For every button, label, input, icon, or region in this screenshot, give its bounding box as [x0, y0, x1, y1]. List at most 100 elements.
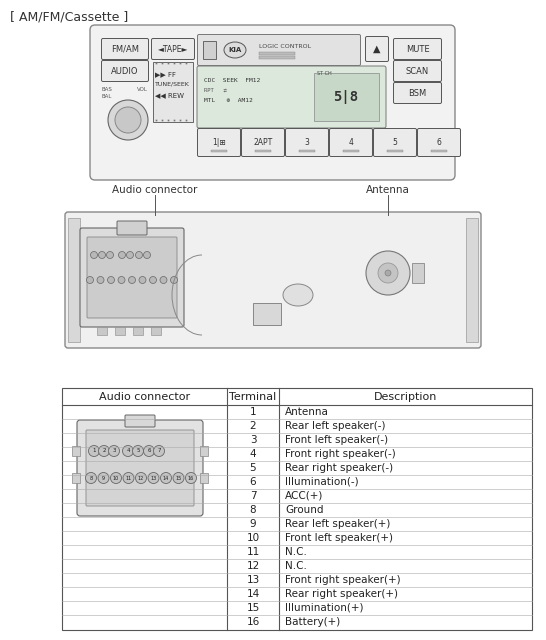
Text: [ AM/FM/Cassette ]: [ AM/FM/Cassette ] — [10, 10, 128, 23]
Text: FM/AM: FM/AM — [111, 45, 139, 54]
Text: 14: 14 — [163, 476, 169, 481]
Text: 11: 11 — [126, 476, 132, 481]
Text: 5|8: 5|8 — [334, 90, 359, 104]
FancyBboxPatch shape — [418, 129, 460, 157]
FancyBboxPatch shape — [125, 415, 155, 427]
Text: Rear right speaker(+): Rear right speaker(+) — [285, 589, 398, 599]
Text: MTL   ⊚  AM12: MTL ⊚ AM12 — [204, 98, 253, 103]
Bar — [259, 56, 295, 58]
Bar — [253, 303, 281, 325]
Circle shape — [144, 252, 151, 259]
FancyBboxPatch shape — [329, 129, 372, 157]
Text: Audio connector: Audio connector — [112, 185, 198, 195]
Text: BAL: BAL — [101, 94, 111, 99]
Text: 11: 11 — [246, 547, 260, 557]
Text: 4: 4 — [250, 449, 256, 459]
Text: 10: 10 — [113, 476, 119, 481]
Text: Antenna: Antenna — [285, 407, 329, 417]
Text: Rear left speaker(+): Rear left speaker(+) — [285, 519, 390, 529]
FancyBboxPatch shape — [365, 36, 389, 61]
Text: Ground: Ground — [285, 505, 323, 515]
Text: 16: 16 — [246, 617, 260, 627]
Bar — [62, 388, 532, 630]
Circle shape — [144, 445, 155, 456]
FancyBboxPatch shape — [198, 35, 360, 65]
Ellipse shape — [283, 284, 313, 306]
Text: 8: 8 — [250, 505, 256, 515]
Bar — [115, 327, 125, 335]
Text: ▶▶ FF: ▶▶ FF — [155, 71, 176, 77]
Text: ST CH: ST CH — [317, 71, 332, 76]
Bar — [203, 41, 216, 59]
Circle shape — [98, 472, 109, 483]
Circle shape — [88, 445, 99, 456]
FancyBboxPatch shape — [90, 25, 455, 180]
Text: Illumination(+): Illumination(+) — [285, 603, 364, 613]
Text: 6: 6 — [437, 138, 441, 147]
Circle shape — [118, 252, 126, 259]
Circle shape — [97, 276, 104, 284]
Text: 6: 6 — [147, 449, 151, 454]
FancyBboxPatch shape — [86, 430, 194, 506]
Text: LOGIC CONTROL: LOGIC CONTROL — [259, 44, 311, 49]
Text: 12: 12 — [138, 476, 144, 481]
Circle shape — [161, 472, 171, 483]
Bar — [72, 446, 80, 456]
Circle shape — [148, 472, 159, 483]
Bar — [211, 150, 227, 152]
Bar — [466, 218, 478, 342]
Text: BAS: BAS — [101, 87, 112, 92]
FancyBboxPatch shape — [80, 228, 184, 327]
Text: ▲: ▲ — [373, 44, 381, 54]
Text: Terminal: Terminal — [229, 392, 277, 401]
Circle shape — [128, 276, 135, 284]
Text: Audio connector: Audio connector — [99, 392, 190, 401]
Circle shape — [135, 252, 143, 259]
Text: SCAN: SCAN — [406, 67, 429, 76]
Text: 2: 2 — [250, 421, 256, 431]
Text: N.C.: N.C. — [285, 547, 307, 557]
Circle shape — [110, 472, 122, 483]
Text: KIA: KIA — [228, 47, 242, 53]
Circle shape — [150, 276, 157, 284]
FancyBboxPatch shape — [77, 420, 203, 516]
FancyBboxPatch shape — [151, 38, 194, 60]
FancyBboxPatch shape — [102, 38, 149, 60]
Circle shape — [122, 445, 134, 456]
Text: Front left speaker(+): Front left speaker(+) — [285, 533, 393, 543]
Circle shape — [135, 472, 146, 483]
Text: 12: 12 — [246, 561, 260, 571]
Text: 16: 16 — [188, 476, 194, 481]
Text: 10: 10 — [246, 533, 259, 543]
FancyBboxPatch shape — [373, 129, 417, 157]
Circle shape — [91, 252, 98, 259]
Bar — [200, 446, 208, 456]
Text: 7: 7 — [157, 449, 161, 454]
FancyBboxPatch shape — [65, 212, 481, 348]
Text: N.C.: N.C. — [285, 561, 307, 571]
FancyBboxPatch shape — [394, 83, 442, 104]
Circle shape — [108, 100, 148, 140]
Bar — [412, 263, 424, 283]
Text: Description: Description — [374, 392, 437, 401]
Bar — [97, 327, 107, 335]
Bar — [200, 473, 208, 483]
Text: VOL: VOL — [137, 87, 148, 92]
Text: CDC  SEEK  FM12: CDC SEEK FM12 — [204, 78, 260, 83]
Bar — [72, 473, 80, 483]
Bar — [299, 150, 315, 152]
Circle shape — [139, 276, 146, 284]
Text: RPT   ⇄: RPT ⇄ — [204, 88, 227, 93]
Text: BSM: BSM — [408, 88, 426, 97]
FancyBboxPatch shape — [394, 61, 442, 81]
Text: 1|⊞: 1|⊞ — [212, 138, 226, 147]
Text: Battery(+): Battery(+) — [285, 617, 340, 627]
Text: Illumination(-): Illumination(-) — [285, 477, 359, 487]
Circle shape — [109, 445, 120, 456]
Text: 1: 1 — [92, 449, 96, 454]
FancyBboxPatch shape — [87, 237, 177, 318]
Circle shape — [108, 276, 115, 284]
FancyBboxPatch shape — [198, 129, 240, 157]
Text: 8: 8 — [90, 476, 93, 481]
Text: Front right speaker(+): Front right speaker(+) — [285, 575, 401, 585]
